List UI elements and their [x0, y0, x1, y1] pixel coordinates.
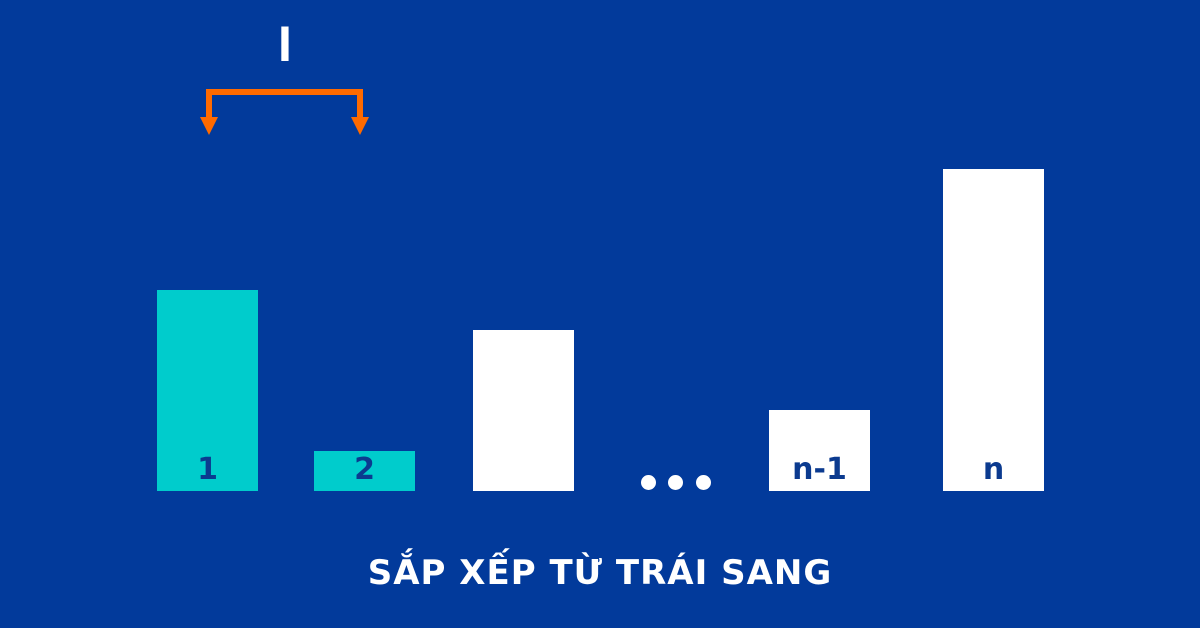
bar-label: n-1	[792, 452, 847, 487]
bar-label: n	[982, 452, 1005, 487]
bar-n-minus-1: n-1	[769, 410, 870, 491]
bar-label: 2	[354, 452, 375, 487]
bar-2: 2	[314, 451, 415, 491]
bar-1: 1	[157, 290, 258, 491]
swap-arrow-line	[206, 89, 363, 118]
bar-3	[473, 330, 574, 491]
bar-n: n	[943, 169, 1044, 491]
arrowhead-left-icon	[200, 117, 218, 135]
index-marker: I	[278, 16, 292, 72]
ellipsis-dot	[668, 475, 683, 490]
ellipsis-dot	[641, 475, 656, 490]
arrowhead-right-icon	[351, 117, 369, 135]
caption: SẮP XẾP TỪ TRÁI SANG	[367, 553, 833, 593]
bar-label: 1	[197, 452, 218, 487]
swap-arrow	[200, 89, 369, 135]
ellipsis-dot	[696, 475, 711, 490]
